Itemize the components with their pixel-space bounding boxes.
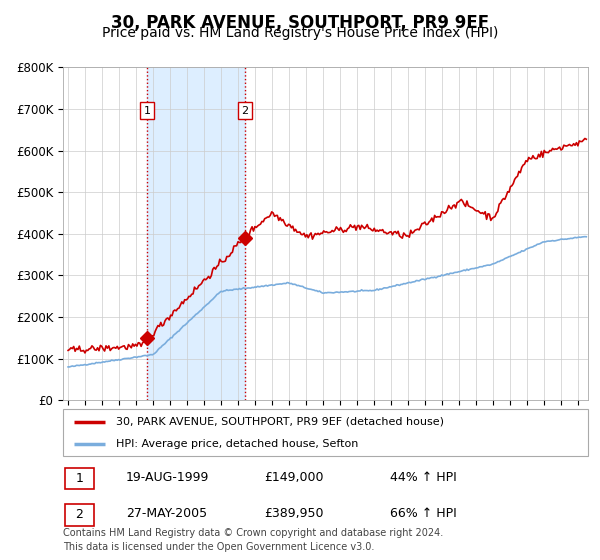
Text: 1: 1 xyxy=(143,105,151,115)
Text: 30, PARK AVENUE, SOUTHPORT, PR9 9EF: 30, PARK AVENUE, SOUTHPORT, PR9 9EF xyxy=(111,14,489,32)
Text: £149,000: £149,000 xyxy=(264,471,323,484)
Text: 1: 1 xyxy=(76,472,83,485)
Text: 2: 2 xyxy=(241,105,248,115)
Text: 44% ↑ HPI: 44% ↑ HPI xyxy=(390,471,457,484)
Text: 27-MAY-2005: 27-MAY-2005 xyxy=(126,507,207,520)
Text: 19-AUG-1999: 19-AUG-1999 xyxy=(126,471,209,484)
Text: 2: 2 xyxy=(76,508,83,521)
Text: HPI: Average price, detached house, Sefton: HPI: Average price, detached house, Seft… xyxy=(115,438,358,449)
Bar xyxy=(147,67,245,400)
Text: Price paid vs. HM Land Registry's House Price Index (HPI): Price paid vs. HM Land Registry's House … xyxy=(102,26,498,40)
Text: 30, PARK AVENUE, SOUTHPORT, PR9 9EF (detached house): 30, PARK AVENUE, SOUTHPORT, PR9 9EF (det… xyxy=(115,417,443,427)
Text: Contains HM Land Registry data © Crown copyright and database right 2024.
This d: Contains HM Land Registry data © Crown c… xyxy=(63,528,443,552)
Text: 66% ↑ HPI: 66% ↑ HPI xyxy=(390,507,457,520)
Text: £389,950: £389,950 xyxy=(264,507,323,520)
